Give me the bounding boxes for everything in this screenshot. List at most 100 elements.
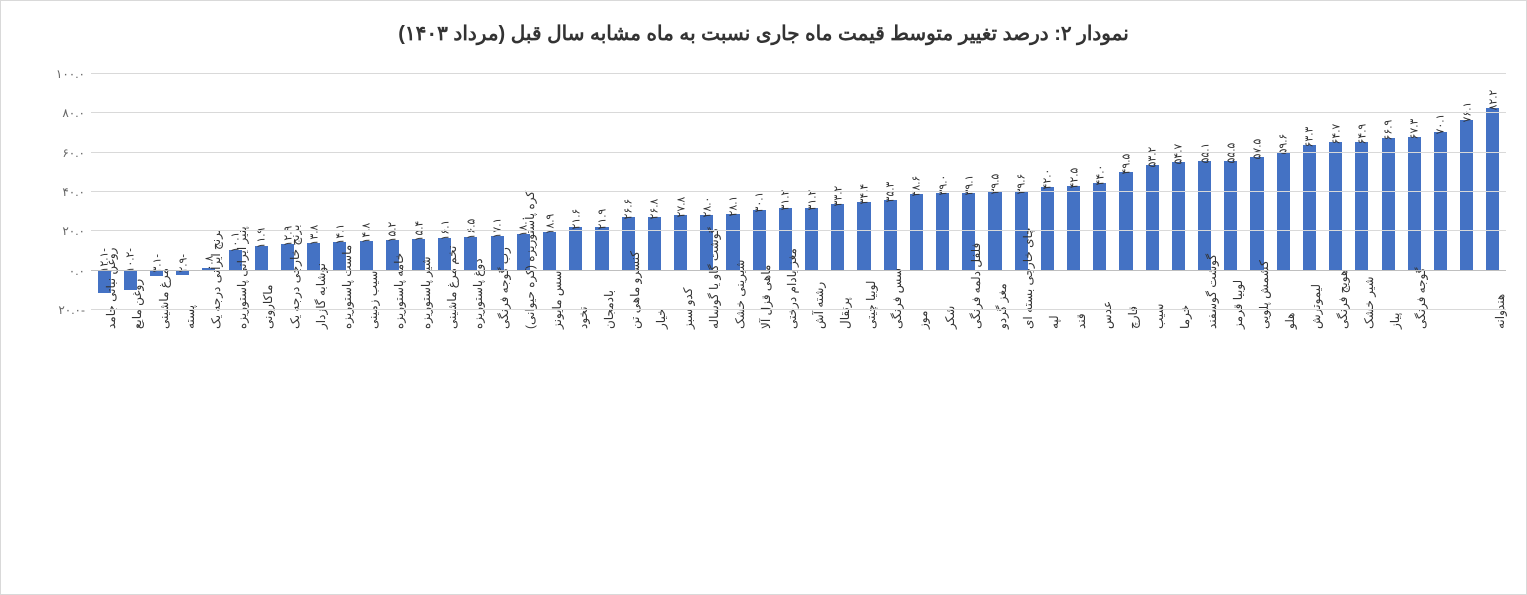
value-label: ۲۷.۸: [674, 197, 687, 218]
chart-container: نمودار ۲: درصد تغییر متوسط قیمت ماه جاری…: [0, 0, 1527, 595]
y-axis-label: ۶۰.۰: [62, 146, 91, 160]
value-label: ۶۷.۳: [1408, 119, 1421, 140]
category-label: عدس: [1100, 301, 1114, 329]
value-label: ۵۴.۷: [1172, 144, 1185, 165]
bar: [543, 232, 556, 269]
value-label: ۳۱.۲: [805, 190, 818, 211]
y-axis-label: ۱۰۰.۰: [56, 67, 91, 81]
category-label: لیموترش: [1309, 284, 1323, 329]
bar: [1093, 183, 1106, 270]
category-label: چای خارجی بسته ای: [1021, 227, 1035, 329]
bar: [360, 241, 373, 270]
value-label: ۱۳.۸: [307, 224, 320, 245]
value-label: ۳۹.۱: [962, 174, 975, 195]
value-label: ۳۸.۶: [910, 175, 923, 196]
bar: [1146, 165, 1159, 270]
bar: [805, 208, 818, 269]
y-axis-label: -۲۰.۰: [58, 303, 91, 317]
value-label: ۳۹.۰: [936, 175, 949, 196]
bar: [674, 215, 687, 270]
category-label: گوشت گاو یا گوساله: [707, 227, 721, 329]
bar: [753, 210, 766, 269]
category-label: روغن نباتی جامد: [104, 248, 118, 329]
y-axis-label: ۸۰.۰: [62, 106, 91, 120]
bar: [1486, 108, 1499, 270]
value-label: ۲۶.۶: [622, 199, 635, 220]
gridline: ۰.۰: [91, 270, 1506, 271]
category-label: سس فرنگی: [890, 268, 904, 329]
bar: [884, 200, 897, 269]
value-label: ۲۸.۰: [700, 196, 713, 217]
value-label: ۱۸.۹: [543, 214, 556, 235]
bar: [1250, 157, 1263, 270]
bar: [1067, 186, 1080, 270]
category-label: مغز گردو: [995, 283, 1009, 329]
value-label: ۱۶.۵: [464, 219, 477, 240]
category-label: خامه پاستوریزه: [392, 253, 406, 329]
value-label: ۱۴.۸: [360, 222, 373, 243]
value-label: ۳۰.۱: [753, 192, 766, 213]
category-label: لوبیا چیتی: [864, 281, 878, 329]
value-label: ۲۱.۹: [595, 208, 608, 229]
category-label: رشته آش: [812, 282, 826, 329]
category-label: ماکارونی: [261, 285, 275, 329]
bar: [1224, 161, 1237, 270]
category-label: خیار: [654, 309, 668, 330]
gridline: -۲۰.۰: [91, 309, 1506, 310]
category-label: ماست پاستوریزه: [340, 245, 354, 329]
y-axis-label: ۴۰.۰: [62, 185, 91, 199]
value-label: ۵۵.۱: [1198, 143, 1211, 164]
value-label: ۶۶.۹: [1382, 120, 1395, 141]
value-label: ۶۴.۷: [1329, 124, 1342, 145]
category-label: شیر پاستوریزه: [419, 256, 433, 329]
value-label: ۵۷.۵: [1251, 138, 1264, 159]
bar: [1329, 142, 1342, 269]
bar: [1303, 145, 1316, 269]
value-label: ۶۳.۳: [1303, 127, 1316, 148]
bar: [1460, 120, 1473, 270]
bar: [857, 202, 870, 270]
category-label: برنج ایرانی درجه یک: [209, 229, 223, 329]
gridline: ۱۰۰.۰: [91, 73, 1506, 74]
category-label: نوشابه گازدار: [314, 263, 328, 329]
gridline: ۶۰.۰: [91, 152, 1506, 153]
bar: [1408, 137, 1421, 269]
category-label: مغز بادام درختی: [785, 248, 799, 329]
value-label: ۱۵.۲: [386, 221, 399, 242]
value-label: ۸۲.۲: [1486, 90, 1499, 111]
value-label: ۳۱.۲: [779, 190, 792, 211]
category-label: کنسرو ماهی تن: [628, 251, 642, 329]
category-label: قند: [1074, 313, 1088, 329]
value-label: ۳۴.۴: [857, 184, 870, 205]
category-label: پیاز: [1388, 313, 1402, 329]
bar: [1172, 162, 1185, 270]
gridline: ۸۰.۰: [91, 112, 1506, 113]
category-label: رب گوجه فرنگی: [497, 247, 511, 329]
value-label: ۴۹.۵: [1120, 154, 1133, 175]
value-label: ۷۰.۱: [1434, 114, 1447, 135]
bar: [569, 227, 582, 269]
category-label: سس مایونز: [550, 271, 564, 329]
category-label: موز: [916, 311, 930, 329]
value-label: ۶۴.۹: [1355, 124, 1368, 145]
category-label: گوشت گوسفند: [1205, 254, 1219, 329]
category-label: برنج خارجی درجه یک: [288, 225, 302, 329]
bar: [648, 217, 661, 270]
y-axis-label: ۰.۰: [69, 264, 91, 278]
bar: [1041, 187, 1054, 270]
bar: [1355, 142, 1368, 270]
category-label: شیر خشک: [1362, 277, 1376, 330]
bar: [595, 227, 608, 270]
value-label: ۱۷.۱: [491, 218, 504, 239]
category-label: پرتقال: [838, 297, 852, 329]
category-label: تخم مرغ ماشینی: [445, 246, 459, 329]
category-label: پنیر ایرانی پاستوریزه: [235, 226, 249, 329]
category-label: گوجه فرنگی: [1414, 268, 1428, 329]
category-label: هلو: [1283, 313, 1297, 330]
y-axis-label: ۲۰.۰: [62, 224, 91, 238]
category-label: ماهی قزل آلا: [759, 265, 773, 329]
category-label: مرغ ماشینی: [157, 268, 171, 329]
category-label: روغن مایع: [130, 279, 144, 329]
value-label: ۴۲.۰: [1041, 169, 1054, 190]
value-label: ۱۵.۴: [412, 221, 425, 242]
